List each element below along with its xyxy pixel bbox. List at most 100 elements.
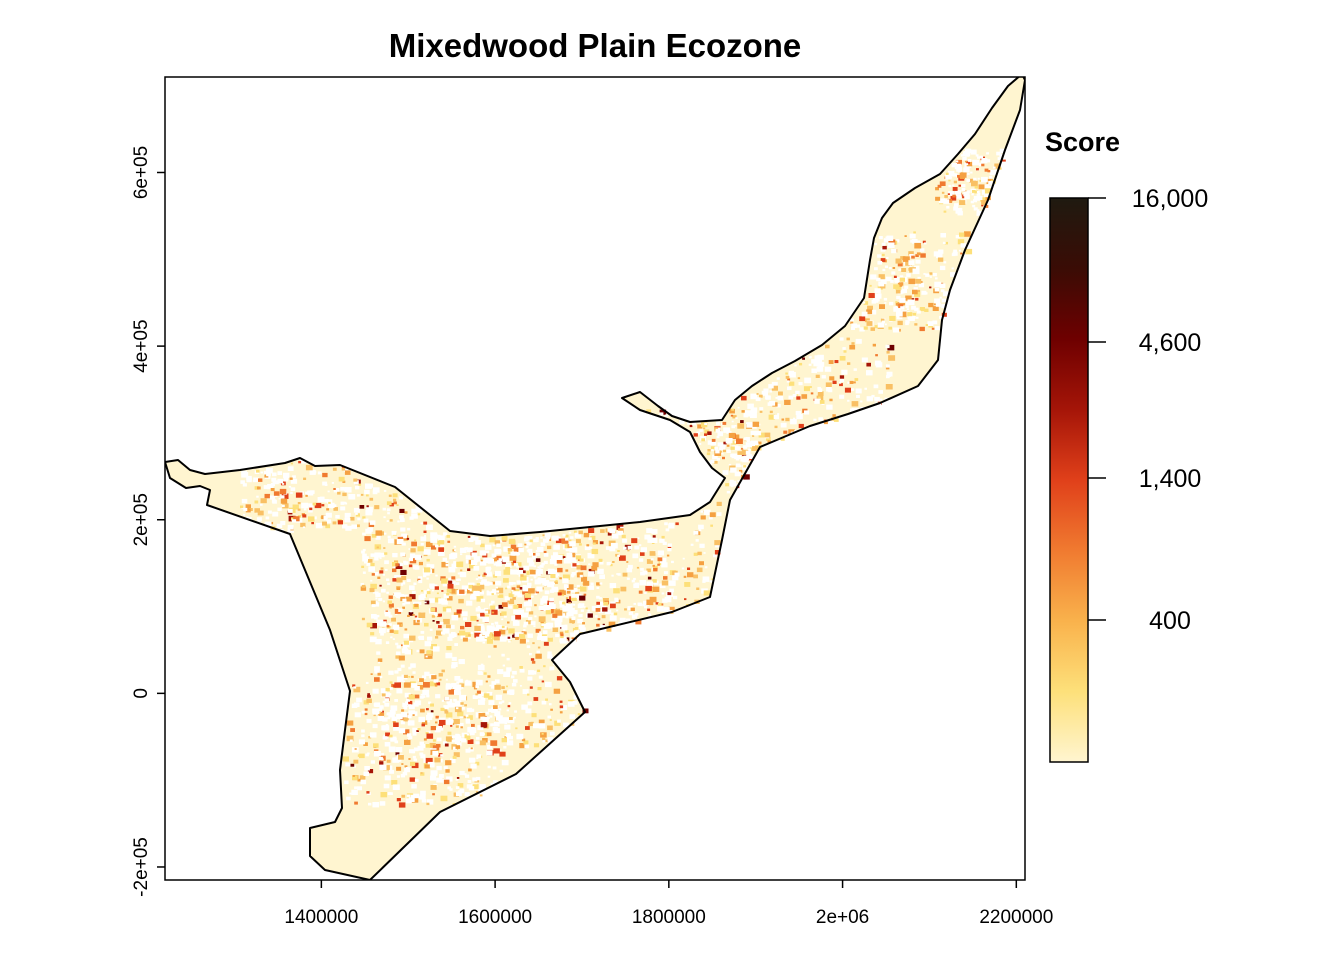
score-cell: [491, 593, 494, 595]
score-cell: [380, 792, 388, 798]
score-cell: [841, 369, 848, 375]
score-cell: [379, 801, 386, 806]
score-cell: [378, 661, 381, 664]
score-cell: [408, 704, 415, 710]
x-tick-label: 1600000: [458, 907, 532, 928]
score-cell: [266, 472, 271, 477]
score-cell: [392, 757, 399, 763]
score-cell: [622, 572, 628, 577]
score-cell: [667, 548, 672, 552]
score-cell: [363, 771, 370, 776]
score-cell: [914, 283, 918, 286]
score-cell: [839, 337, 844, 341]
score-cell: [437, 550, 445, 556]
score-cell: [457, 633, 461, 636]
score-cell: [575, 539, 581, 544]
score-cell: [377, 576, 381, 579]
score-cell: [512, 597, 516, 600]
score-cell: [642, 603, 646, 607]
score-cell: [403, 674, 408, 678]
score-cell: [444, 696, 450, 701]
score-cell: [379, 557, 382, 559]
score-cell: [470, 631, 474, 634]
score-cell: [595, 608, 601, 612]
score-cell: [483, 572, 487, 576]
score-cell: [472, 695, 478, 699]
score-cell: [405, 798, 412, 804]
score-cell: [474, 632, 481, 638]
score-cell: [370, 553, 375, 557]
score-cell: [555, 610, 563, 616]
score-cell: [441, 631, 446, 635]
score-cell: [508, 689, 515, 695]
score-cell: [741, 410, 745, 413]
score-cell: [806, 427, 809, 430]
score-cell: [908, 315, 915, 321]
score-cell: [359, 505, 365, 509]
score-cell: [976, 168, 979, 171]
score-cell: [537, 687, 542, 691]
score-cell: [454, 643, 458, 646]
score-cell: [895, 289, 901, 294]
score-cell: [408, 666, 412, 670]
score-cell: [475, 793, 480, 797]
score-cell: [758, 432, 765, 438]
score-cell: [509, 555, 517, 561]
score-cell: [381, 588, 386, 593]
score-cell: [528, 557, 533, 561]
score-cell: [407, 733, 412, 737]
score-cell: [485, 680, 488, 683]
score-cell: [366, 494, 369, 497]
score-cell: [450, 581, 456, 586]
score-cell: [914, 323, 918, 326]
score-cell: [703, 427, 706, 430]
score-cell: [994, 163, 1001, 169]
score-cell: [372, 591, 376, 594]
score-cell: [353, 507, 360, 513]
score-cell: [640, 567, 644, 571]
score-cell: [432, 793, 435, 796]
score-cell: [401, 709, 405, 712]
score-cell: [412, 732, 417, 736]
score-cell: [765, 395, 771, 400]
score-cell: [367, 694, 371, 698]
score-cell: [404, 765, 408, 768]
score-cell: [540, 536, 543, 539]
score-cell: [542, 595, 548, 601]
score-cell: [519, 668, 525, 673]
score-cell: [441, 562, 449, 568]
score-cell: [433, 679, 439, 683]
score-cell: [342, 492, 347, 497]
score-cell: [341, 466, 346, 469]
score-cell: [502, 717, 510, 723]
score-cell: [513, 716, 516, 719]
score-cell: [759, 407, 764, 411]
score-cell: [492, 625, 495, 627]
score-cell: [939, 315, 943, 319]
score-cell: [722, 470, 729, 475]
score-cell: [396, 587, 400, 590]
score-cell: [645, 585, 652, 592]
score-cell: [383, 490, 387, 492]
score-cell: [438, 540, 445, 545]
score-cell: [393, 498, 397, 502]
score-cell: [946, 206, 950, 209]
score-cell: [871, 300, 877, 304]
score-cell: [716, 436, 720, 439]
score-cell: [439, 678, 442, 681]
score-cell: [728, 432, 736, 438]
score-cell: [639, 580, 647, 586]
score-cell: [312, 502, 317, 506]
score-cell: [714, 446, 719, 450]
score-cell: [916, 252, 921, 256]
score-cell: [522, 589, 529, 595]
score-cell: [435, 721, 438, 724]
score-cell: [745, 450, 751, 455]
score-cell: [407, 614, 410, 617]
score-cell: [321, 504, 325, 507]
score-cell: [829, 376, 835, 381]
score-cell: [443, 779, 450, 785]
score-cell: [742, 464, 750, 471]
score-cell: [650, 537, 658, 543]
score-cell: [660, 603, 664, 606]
